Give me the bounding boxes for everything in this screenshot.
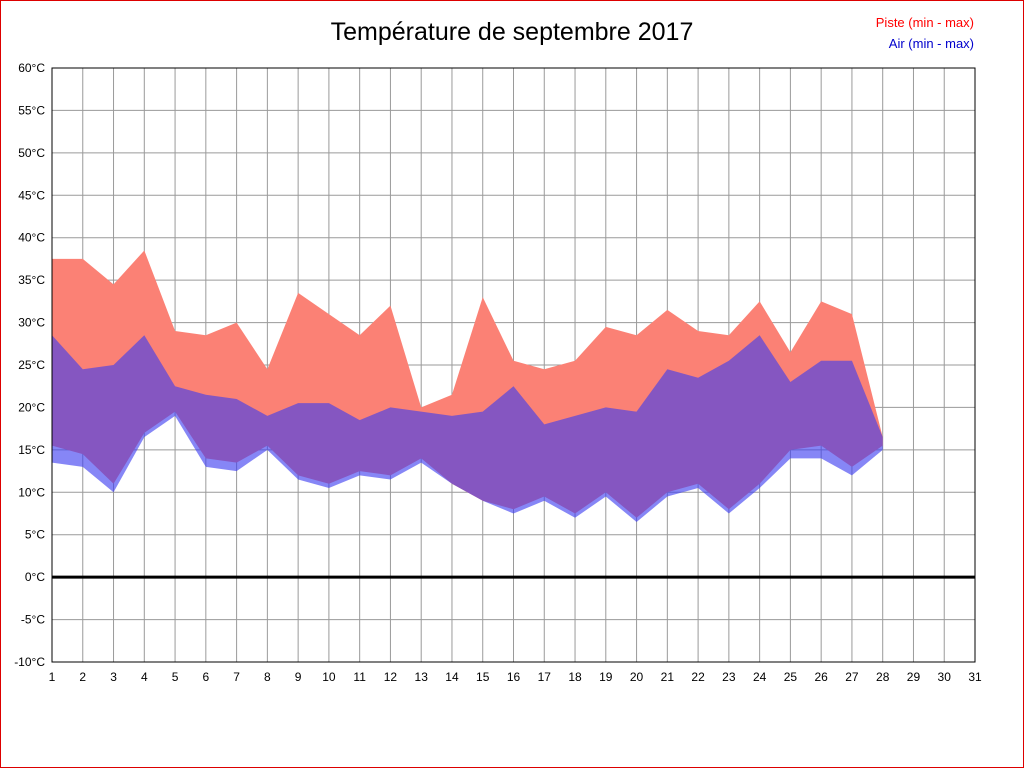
x-tick-label: 6	[202, 670, 209, 684]
y-tick-label: -10°C	[14, 655, 45, 669]
x-tick-label: 10	[322, 670, 336, 684]
x-tick-label: 22	[691, 670, 705, 684]
x-tick-label: 3	[110, 670, 117, 684]
air-band	[52, 335, 883, 522]
x-tick-label: 14	[445, 670, 459, 684]
x-tick-label: 25	[784, 670, 798, 684]
y-tick-label: 20°C	[18, 400, 45, 414]
x-tick-label: 30	[938, 670, 952, 684]
x-tick-label: 2	[79, 670, 86, 684]
y-tick-label: 5°C	[25, 528, 45, 542]
x-tick-label: 5	[172, 670, 179, 684]
legend: Piste (min - max) Air (min - max)	[876, 12, 974, 54]
plot-border	[51, 67, 976, 663]
x-tick-label: 21	[661, 670, 675, 684]
x-tick-label: 15	[476, 670, 490, 684]
legend-item-piste: Piste (min - max)	[875, 15, 974, 30]
legend-item-air: Air (min - max)	[888, 36, 974, 51]
x-tick-label: 31	[968, 670, 982, 684]
x-tick-label: 18	[568, 670, 582, 684]
x-tick-label: 26	[814, 670, 828, 684]
y-tick-label: 15°C	[18, 443, 45, 457]
x-tick-label: 27	[845, 670, 859, 684]
y-tick-label: 45°C	[18, 188, 45, 202]
x-tick-label: 12	[384, 670, 398, 684]
y-tick-label: 40°C	[18, 231, 45, 245]
y-tick-label: 50°C	[18, 146, 45, 160]
x-tick-label: 19	[599, 670, 613, 684]
x-tick-label: 13	[415, 670, 429, 684]
x-tick-label: 4	[141, 670, 148, 684]
chart-title: Température de septembre 2017	[330, 18, 694, 46]
y-tick-label: -5°C	[21, 613, 45, 627]
y-tick-label: 25°C	[18, 358, 45, 372]
x-tick-label: 1	[49, 670, 56, 684]
x-tick-label: 20	[630, 670, 644, 684]
y-tick-label: 30°C	[18, 316, 45, 330]
x-tick-label: 9	[295, 670, 302, 684]
y-tick-label: 10°C	[18, 485, 45, 499]
y-tick-label: 55°C	[18, 103, 45, 117]
x-tick-label: 28	[876, 670, 890, 684]
x-tick-label: 7	[233, 670, 240, 684]
x-tick-label: 11	[353, 670, 366, 684]
x-tick-label: 16	[507, 670, 521, 684]
y-tick-label: 60°C	[18, 61, 45, 75]
x-tick-label: 17	[538, 670, 552, 684]
x-tick-label: 8	[264, 670, 271, 684]
y-tick-label: 0°C	[25, 570, 45, 584]
x-tick-label: 23	[722, 670, 736, 684]
x-tick-label: 29	[907, 670, 921, 684]
x-tick-label: 24	[753, 670, 767, 684]
y-tick-label: 35°C	[18, 273, 45, 287]
